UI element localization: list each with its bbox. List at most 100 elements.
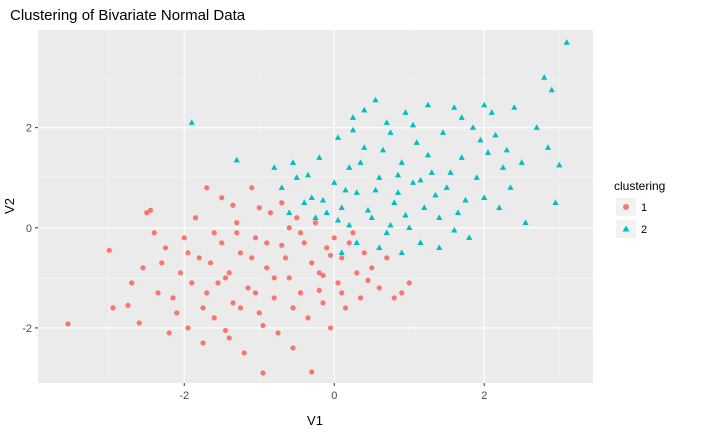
- data-point-cluster-1: [286, 275, 292, 281]
- data-point-cluster-1: [252, 235, 259, 241]
- data-point-cluster-2: [308, 194, 315, 200]
- data-point-cluster-1: [211, 230, 217, 236]
- data-point-cluster-2: [439, 129, 447, 135]
- data-point-cluster-1: [211, 315, 217, 321]
- data-point-cluster-1: [181, 235, 187, 241]
- data-point-cluster-1: [339, 255, 345, 261]
- data-point-cluster-2: [364, 206, 372, 213]
- data-point-cluster-1: [237, 250, 244, 256]
- data-point-cluster-1: [162, 245, 169, 251]
- y-tick-label: -2: [22, 323, 32, 335]
- data-point-cluster-1: [354, 270, 360, 276]
- legend-key-triangle-icon: [622, 225, 630, 232]
- data-point-cluster-2: [533, 124, 540, 130]
- data-point-cluster-1: [174, 310, 180, 316]
- data-point-cluster-2: [319, 196, 327, 203]
- data-point-cluster-1: [406, 280, 412, 286]
- data-point-cluster-2: [361, 144, 368, 150]
- data-point-cluster-2: [477, 136, 484, 143]
- minor-gridlines: [38, 30, 593, 383]
- data-point-cluster-1: [350, 230, 356, 236]
- data-point-cluster-2: [424, 101, 432, 108]
- data-point-cluster-1: [365, 277, 371, 283]
- data-point-cluster-2: [361, 106, 368, 113]
- data-point-cluster-1: [267, 210, 274, 216]
- data-point-cluster-1: [215, 280, 221, 286]
- data-point-cluster-2: [522, 219, 529, 225]
- data-point-cluster-2: [417, 176, 424, 183]
- data-point-cluster-2: [436, 214, 443, 220]
- data-point-cluster-2: [417, 239, 424, 246]
- data-point-cluster-2: [409, 121, 417, 128]
- data-point-cluster-1: [361, 250, 367, 256]
- data-point-cluster-1: [346, 240, 352, 246]
- data-point-cluster-2: [271, 164, 278, 170]
- data-point-cluster-1: [185, 325, 191, 331]
- data-point-cluster-1: [155, 290, 161, 296]
- data-point-cluster-2: [376, 174, 383, 180]
- data-point-cluster-2: [458, 114, 465, 120]
- data-point-cluster-2: [409, 179, 417, 185]
- data-point-cluster-2: [454, 209, 462, 215]
- data-point-cluster-2: [334, 216, 342, 223]
- legend-title: clustering: [614, 179, 665, 193]
- data-point-cluster-1: [234, 220, 240, 226]
- data-point-cluster-1: [324, 245, 330, 251]
- data-point-cluster-1: [136, 320, 142, 326]
- data-point-cluster-1: [309, 369, 315, 375]
- legend-key-circle-icon: [623, 204, 629, 210]
- data-point-cluster-2: [432, 191, 439, 198]
- data-point-cluster-2: [391, 199, 398, 205]
- data-point-cluster-1: [327, 325, 334, 331]
- data-point-cluster-2: [342, 186, 349, 193]
- data-point-cluster-1: [320, 272, 326, 278]
- data-point-cluster-1: [290, 305, 296, 311]
- data-point-cluster-2: [349, 126, 357, 133]
- x-tick-label: 2: [481, 390, 487, 402]
- data-point-cluster-1: [301, 240, 307, 246]
- data-point-cluster-2: [304, 171, 312, 178]
- data-point-cluster-1: [140, 265, 146, 271]
- data-point-cluster-2: [334, 134, 342, 140]
- data-point-cluster-2: [556, 161, 563, 168]
- data-point-cluster-1: [177, 270, 184, 276]
- data-point-cluster-2: [406, 224, 413, 230]
- data-point-cluster-2: [402, 211, 409, 218]
- data-point-cluster-2: [387, 221, 394, 228]
- data-point-cluster-2: [473, 174, 480, 180]
- data-point-cluster-1: [342, 305, 349, 311]
- x-axis-title: V1: [307, 413, 323, 428]
- data-point-cluster-1: [256, 205, 262, 211]
- data-point-cluster-2: [338, 249, 345, 256]
- data-point-cluster-1: [312, 220, 319, 226]
- data-point-cluster-2: [544, 144, 552, 150]
- data-point-cluster-1: [335, 280, 341, 286]
- data-point-cluster-1: [196, 255, 202, 261]
- data-point-cluster-1: [271, 275, 277, 281]
- data-point-cluster-2: [451, 226, 458, 233]
- data-point-cluster-1: [275, 330, 281, 336]
- data-point-cluster-1: [290, 345, 296, 351]
- data-point-cluster-2: [372, 96, 379, 103]
- data-point-cluster-1: [204, 185, 210, 191]
- data-point-cluster-2: [286, 209, 293, 215]
- data-point-cluster-2: [368, 214, 375, 220]
- data-point-cluster-1: [271, 295, 277, 301]
- data-point-cluster-1: [192, 215, 199, 221]
- data-point-cluster-1: [234, 230, 240, 236]
- data-point-cluster-1: [219, 195, 225, 201]
- data-point-cluster-2: [346, 221, 353, 228]
- data-point-cluster-1: [106, 247, 112, 253]
- data-point-cluster-2: [451, 104, 458, 110]
- data-point-cluster-1: [357, 295, 364, 301]
- data-point-cluster-1: [200, 340, 206, 346]
- data-point-cluster-1: [316, 287, 322, 293]
- data-point-cluster-2: [548, 86, 555, 93]
- data-point-cluster-1: [166, 330, 172, 336]
- legend-label-2: 2: [641, 224, 647, 236]
- data-point-cluster-2: [436, 244, 443, 251]
- data-point-cluster-1: [252, 290, 259, 296]
- data-point-cluster-2: [466, 234, 473, 240]
- data-point-cluster-2: [518, 159, 525, 165]
- data-point-cluster-1: [331, 235, 337, 241]
